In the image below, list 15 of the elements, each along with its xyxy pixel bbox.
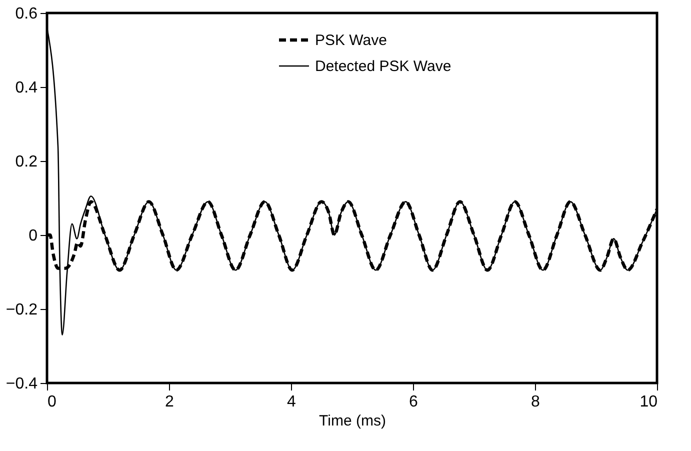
y-tick-label: −0.2 — [6, 302, 38, 318]
y-tick-label: 0.4 — [15, 80, 38, 96]
y-tick-label: 0.2 — [15, 154, 38, 170]
x-tick-label: 0 — [48, 394, 56, 410]
x-tick-label: 2 — [165, 394, 174, 410]
y-tick-label: −0.4 — [6, 376, 38, 392]
legend-label: PSK Wave — [315, 32, 387, 49]
x-tick-label: 8 — [531, 394, 540, 410]
y-tick-label: 0 — [28, 228, 38, 244]
x-tick-label: 6 — [409, 394, 418, 410]
x-tick-label: 4 — [287, 394, 296, 410]
x-tick-label: 10 — [640, 394, 658, 410]
legend-label: Detected PSK Wave — [315, 58, 452, 75]
y-tick-label: 0.6 — [15, 6, 38, 22]
x-axis-title: Time (ms) — [319, 412, 386, 430]
